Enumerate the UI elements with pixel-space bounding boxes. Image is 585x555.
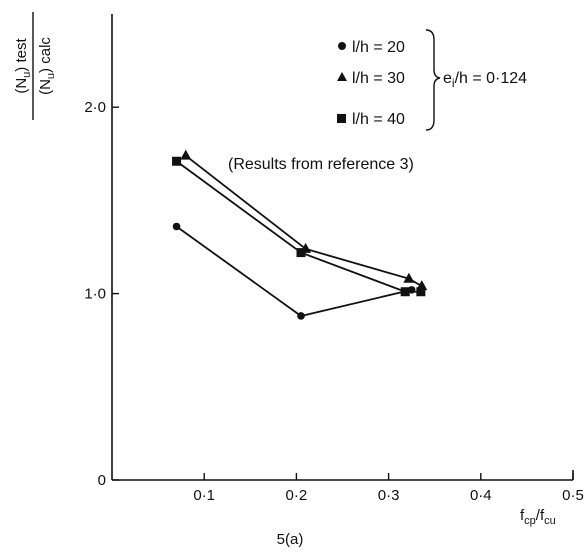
- legend: l/h = 20 l/h = 30 l/h = 40 ei/h = 0·124: [337, 29, 527, 131]
- x-tick-label: 0·5: [562, 487, 584, 504]
- legend-label-2: l/h = 30: [352, 70, 405, 87]
- data-point-square: [400, 287, 410, 297]
- y-tick-label: 2·0: [84, 99, 106, 116]
- x-ticks: 0·1 0·2 0·3 0·4 0·5: [193, 473, 584, 504]
- data-point-triangle: [403, 272, 415, 283]
- legend-label-3: l/h = 40: [352, 111, 405, 128]
- data-point-triangle: [180, 149, 192, 160]
- data-point-circle: [297, 312, 305, 320]
- data-point-square: [416, 287, 426, 297]
- series-markers: [172, 149, 428, 320]
- y-ticks: 0 1·0 2·0: [84, 99, 119, 489]
- data-point-square: [296, 248, 306, 258]
- y-tick-label: 0: [98, 472, 106, 489]
- data-point-square: [172, 156, 182, 166]
- data-point-circle: [172, 222, 181, 231]
- legend-label-1: l/h = 20: [352, 39, 405, 56]
- legend-marker-square: [337, 114, 346, 123]
- data-point-circle: [407, 286, 416, 294]
- y-axis-label: (Nu) test (Nu) calc: [13, 12, 57, 120]
- figure-caption: 5(a): [277, 531, 304, 548]
- legend-marker-triangle: [337, 72, 347, 81]
- legend-marker-circle: [338, 42, 346, 50]
- x-tick-label: 0·1: [193, 487, 215, 504]
- legend-brace-label: ei/h = 0·124: [443, 70, 527, 90]
- x-axis-label: fcp/fcu: [520, 507, 556, 527]
- x-tick-label: 0·3: [378, 487, 400, 504]
- x-tick-label: 0·2: [286, 487, 308, 504]
- y-label-numerator: (Nu) test: [13, 38, 33, 94]
- legend-brace: [425, 29, 441, 131]
- x-tick-label: 0·4: [470, 487, 492, 504]
- y-tick-label: 1·0: [84, 286, 106, 303]
- series-line-2: [185, 154, 423, 287]
- y-label-denominator: (Nu) calc: [37, 37, 57, 95]
- series-lines: [176, 154, 423, 317]
- annotation: (Results from reference 3): [228, 156, 414, 173]
